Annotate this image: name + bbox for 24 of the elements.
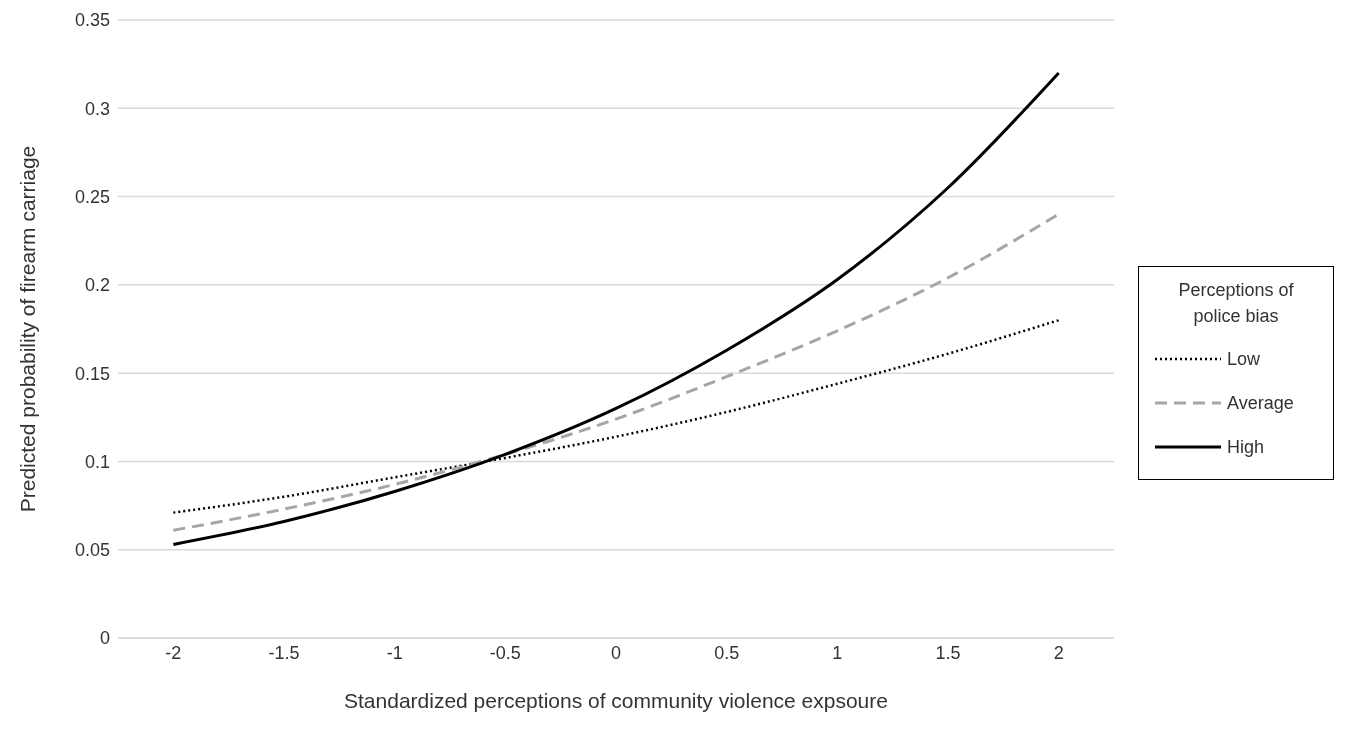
legend-label: High — [1227, 436, 1265, 458]
x-tick-label: -2 — [165, 642, 182, 663]
legend-label: Average — [1227, 392, 1294, 414]
y-tick-label: 0 — [99, 628, 110, 649]
y-tick-label: 0.2 — [84, 275, 110, 296]
x-tick-label: -1.5 — [268, 642, 300, 663]
x-tick-label: -0.5 — [489, 642, 521, 663]
y-tick-label: 0.3 — [84, 98, 110, 119]
y-tick-label: 0.05 — [74, 540, 110, 561]
legend-title: Perceptions of police bias — [1177, 279, 1295, 328]
x-tick-label: 1 — [832, 642, 843, 663]
y-tick-label: 0.25 — [74, 186, 110, 207]
y-axis-title: Predicted probability of firearm carriage — [16, 145, 40, 513]
legend-label: Low — [1227, 348, 1261, 370]
x-axis-title: Standardized perceptions of community violence expsoure — [344, 689, 888, 712]
y-tick-label: 0.1 — [84, 451, 110, 472]
x-tick-label: -1 — [386, 642, 403, 663]
x-tick-label: 2 — [1053, 642, 1064, 663]
x-tick-label: 0 — [610, 642, 622, 663]
line-series — [171, 71, 1061, 546]
y-tick-label: 0.15 — [74, 363, 110, 384]
x-tick-label: 0.5 — [714, 642, 740, 663]
y-tick-label: 0.35 — [74, 10, 110, 31]
x-tick-label: 1.5 — [935, 642, 961, 663]
